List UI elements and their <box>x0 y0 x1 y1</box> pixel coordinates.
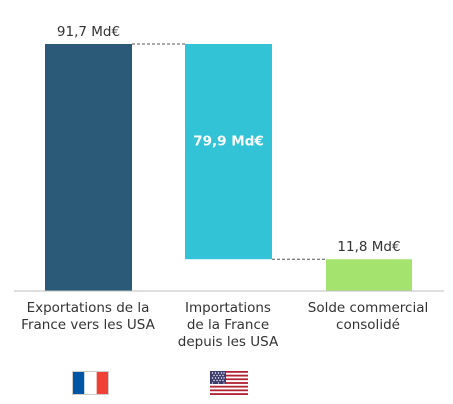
category-label-line: depuis les USA <box>177 334 279 350</box>
data-label-imports: 79,9 Md€ <box>193 134 264 150</box>
category-label-line: consolidé <box>336 317 400 333</box>
category-label-imports: Importations de la France depuis les USA <box>153 300 303 351</box>
category-label-line: Exportations de la <box>26 300 150 316</box>
category-label-balance: Solde commercial consolidé <box>293 300 443 334</box>
bar-exports <box>45 44 132 291</box>
data-label-exports: 91,7 Md€ <box>57 24 120 40</box>
category-label-line: France vers les USA <box>21 317 155 333</box>
bar-imports <box>185 44 272 260</box>
usa-flag-icon <box>210 371 248 395</box>
data-label-balance: 11,8 Md€ <box>337 239 400 255</box>
category-label-line: Solde commercial <box>307 300 429 316</box>
category-label-line: Importations <box>185 300 271 316</box>
bar-balance <box>326 259 412 291</box>
france-flag-icon <box>72 371 109 395</box>
category-label-line: de la France <box>186 317 270 333</box>
category-label-exports: Exportations de la France vers les USA <box>13 300 163 334</box>
